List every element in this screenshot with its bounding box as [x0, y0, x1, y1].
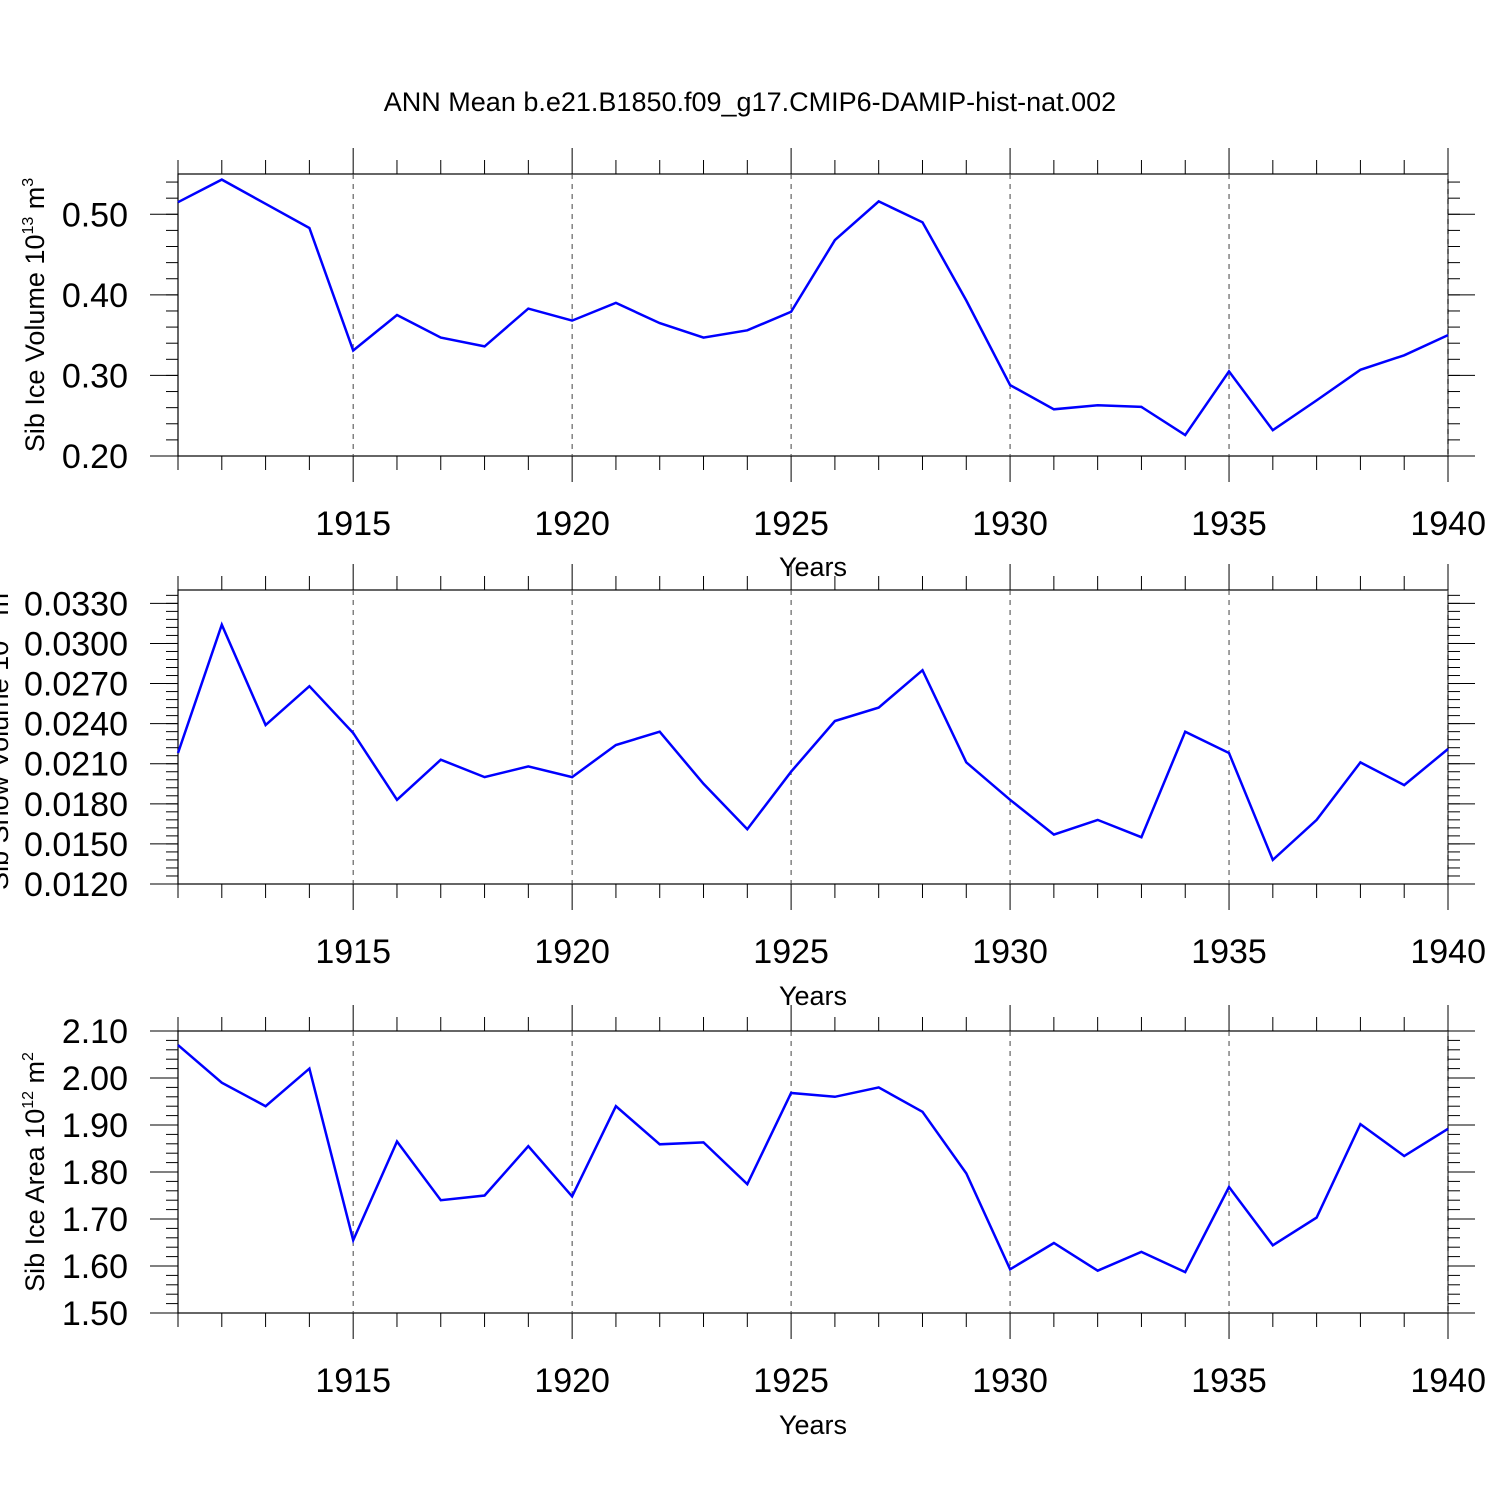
- x-axis-label: Years: [779, 981, 847, 1011]
- x-tick-label: 1920: [534, 505, 610, 543]
- panel-2: 0.01200.01500.01800.02100.02400.02700.03…: [0, 564, 1486, 1011]
- y-tick-label: 0.0210: [24, 746, 128, 784]
- y-tick-label: 0.40: [62, 277, 128, 315]
- x-tick-label: 1940: [1410, 933, 1486, 971]
- plot-frame: [177, 1030, 1449, 1314]
- plot-frame: [177, 589, 1449, 885]
- y-tick-label: 0.0240: [24, 706, 128, 744]
- x-tick-label: 1925: [753, 1362, 829, 1400]
- y-axis-label: Sib Ice Area 1012 m2: [20, 1052, 50, 1292]
- y-tick-label: 0.0330: [24, 585, 128, 623]
- plot-frame: [177, 173, 1449, 457]
- y-axis-label: Sib Ice Volume 1013 m3: [20, 178, 50, 452]
- y-label-exponent: 13: [0, 623, 1, 641]
- series-line: [177, 1044, 1449, 1274]
- x-tick-label: 1915: [315, 933, 391, 971]
- y-tick-label: 1.70: [62, 1201, 128, 1239]
- x-tick-label: 1930: [972, 933, 1048, 971]
- y-tick-label: 1.60: [62, 1248, 128, 1286]
- x-axis-label: Years: [779, 1410, 847, 1440]
- y-tick-label: 0.20: [62, 438, 128, 476]
- x-tick-label: 1930: [972, 505, 1048, 543]
- y-tick-label: 1.80: [62, 1154, 128, 1192]
- y-label-text: m: [20, 1061, 50, 1091]
- y-label-text: Sib Ice Area 10: [20, 1109, 50, 1292]
- y-tick-label: 0.0270: [24, 666, 128, 704]
- panel-3: 1.50 1.60 1.70 1.80 1.90 2.00 2.10 1915 1920 1925…: [20, 1005, 1486, 1440]
- y-tick-label: 0.30: [62, 357, 128, 395]
- x-tick-label: 1920: [534, 1362, 610, 1400]
- y-label-text: Sib Snow Volume 10: [0, 641, 14, 890]
- y-tick-label: 0.50: [62, 196, 128, 234]
- y-tick-label: 0.0120: [24, 866, 128, 904]
- y-label-exponent: 12: [20, 1091, 37, 1109]
- x-tick-label: 1940: [1410, 505, 1486, 543]
- x-tick-label: 1935: [1191, 1362, 1267, 1400]
- y-tick-label: 0.0150: [24, 826, 128, 864]
- y-label-exponent: 3: [0, 584, 1, 593]
- x-tick-label: 1935: [1191, 505, 1267, 543]
- y-tick-label: 2.00: [62, 1060, 128, 1098]
- y-tick-label: 1.90: [62, 1107, 128, 1145]
- y-axis-label: Sib Snow Volume 1013 m3: [0, 584, 14, 890]
- x-tick-label: 1935: [1191, 933, 1267, 971]
- y-label-exponent: 13: [20, 217, 37, 235]
- y-label-exponent: 2: [20, 1052, 37, 1061]
- y-label-text: Sib Ice Volume 10: [20, 235, 50, 453]
- x-tick-label: 1915: [315, 505, 391, 543]
- y-tick-label: 2.10: [62, 1013, 128, 1051]
- x-tick-label: 1940: [1410, 1362, 1486, 1400]
- y-label-exponent: 3: [20, 178, 37, 187]
- x-tick-label: 1930: [972, 1362, 1048, 1400]
- series-line: [177, 178, 1449, 437]
- x-axis-label: Years: [779, 552, 847, 582]
- chart-title: ANN Mean b.e21.B1850.f09_g17.CMIP6-DAMIP…: [384, 87, 1116, 117]
- y-label-text: m: [0, 593, 14, 623]
- y-label-text: m: [20, 187, 50, 217]
- panel-1: 0.20 0.30 0.40 0.50 1915 1920 1925 1930 1935 1940…: [20, 148, 1486, 582]
- x-tick-label: 1925: [753, 505, 829, 543]
- x-tick-label: 1920: [534, 933, 610, 971]
- series-line: [176, 621, 1449, 863]
- y-tick-label: 0.0300: [24, 625, 128, 663]
- x-tick-label: 1915: [315, 1362, 391, 1400]
- y-tick-label: 1.50: [62, 1295, 128, 1333]
- x-tick-label: 1925: [753, 933, 829, 971]
- y-tick-label: 0.0180: [24, 786, 128, 824]
